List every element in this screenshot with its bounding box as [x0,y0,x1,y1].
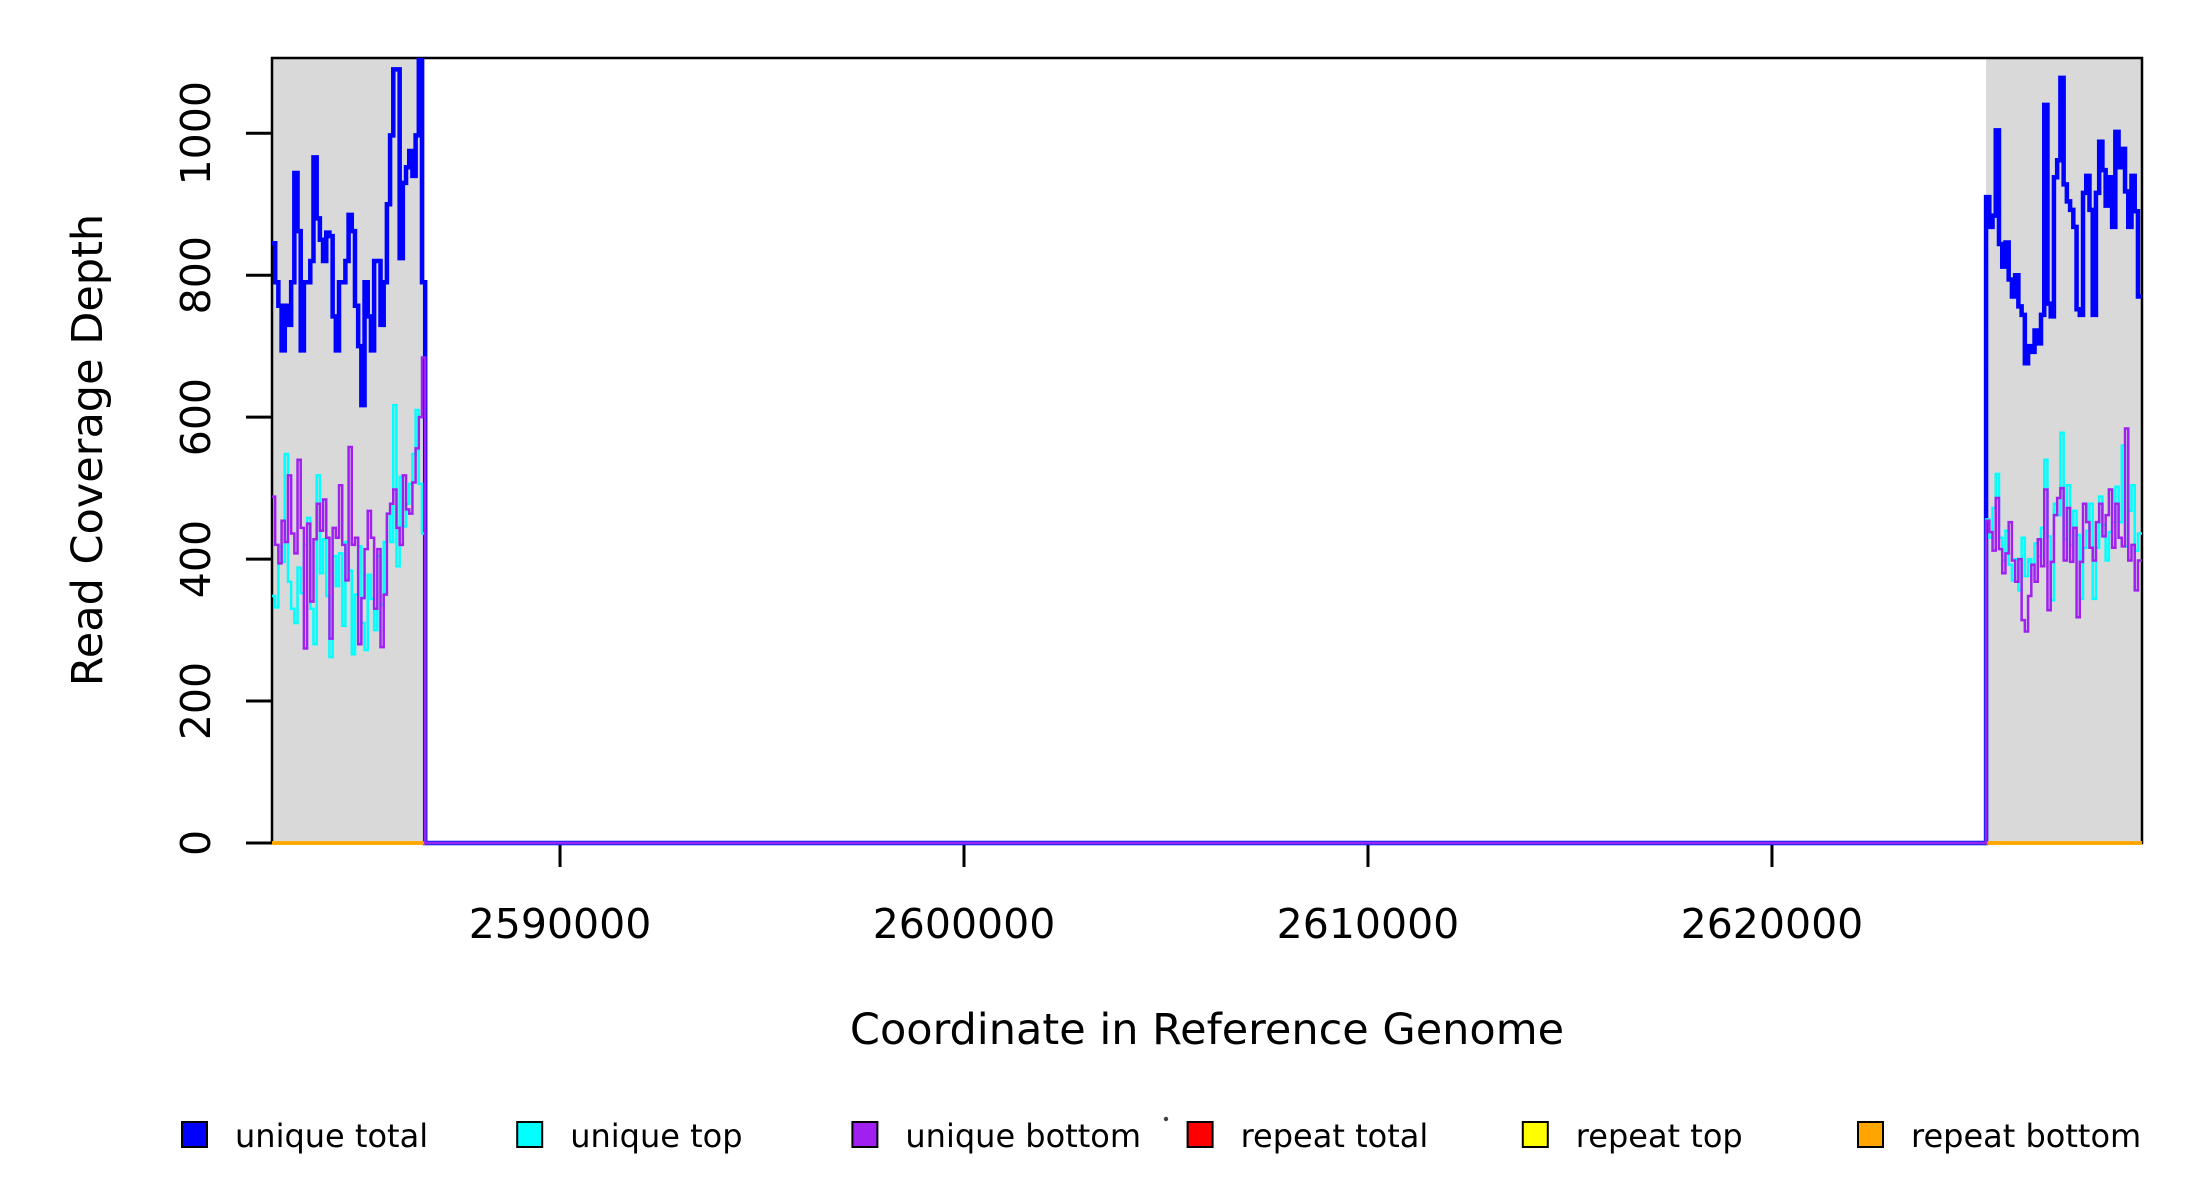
x-axis-title: Coordinate in Reference Genome [849,1005,1565,1055]
legend-swatch-unique-total [181,1121,208,1148]
stray-dot-artifact [1163,1116,1169,1122]
legend-swatch-repeat-bottom [1857,1121,1884,1148]
series-line-unique-total [272,57,2142,846]
legend-swatch-unique-bottom [851,1121,879,1148]
legend-label-repeat-bottom: repeat bottom [1911,1117,2141,1155]
legend-swatch-repeat-total [1186,1121,1214,1148]
x-tick-label: 2590000 [469,900,652,948]
y-tick-label: 800 [172,236,220,314]
y-tick-label: 400 [172,520,220,598]
series-line-unique-bottom [272,356,2142,845]
x-tick-label: 2610000 [1277,900,1460,948]
series-line-unique-top [272,403,2142,845]
y-tick-label: 200 [172,662,220,740]
legend: unique total unique top unique bottom repea… [181,1117,2141,1155]
x-tick-label: 2600000 [873,900,1056,948]
y-tick-label: 600 [172,378,220,456]
y-tick-label: 1000 [172,81,220,185]
legend-label-unique-top: unique top [570,1117,742,1155]
legend-swatch-repeat-top [1521,1121,1549,1148]
legend-swatch-unique-top [516,1121,544,1148]
plot-frame [270,56,2144,845]
legend-label-repeat-top: repeat top [1576,1117,1743,1155]
legend-label-repeat-total: repeat total [1241,1117,1429,1155]
legend-label-unique-total: unique total [235,1117,428,1155]
legend-label-unique-bottom: unique bottom [905,1117,1141,1155]
y-axis-title: Read Coverage Depth [63,213,113,687]
y-tick-label: 0 [172,830,220,856]
x-tick-label: 2620000 [1681,900,1864,948]
